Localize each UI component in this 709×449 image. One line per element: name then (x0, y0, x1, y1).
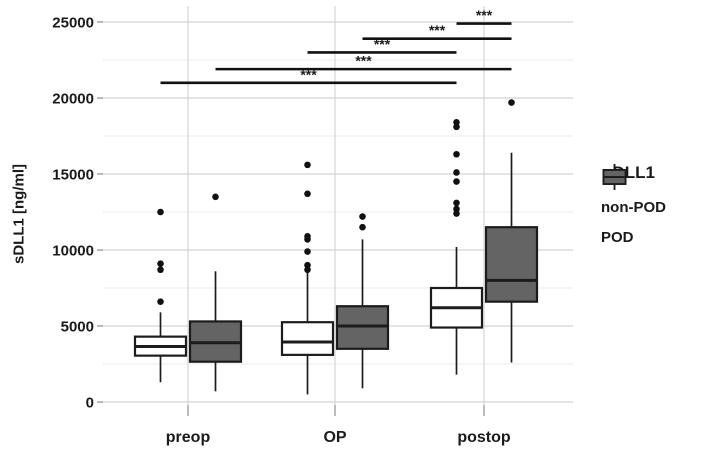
outlier-dot (453, 119, 460, 126)
boxplot-postop-POD (484, 99, 539, 363)
outlier-dot (453, 210, 460, 217)
outlier-dot (453, 123, 460, 131)
outlier-dot (508, 99, 515, 106)
outlier-dot (453, 205, 460, 213)
significance-label: *** (476, 7, 493, 23)
x-tick-label: postop (457, 429, 511, 446)
legend-label-non-pod: non-POD (601, 198, 666, 216)
significance-label: *** (429, 22, 446, 38)
outlier-dot (304, 233, 311, 240)
outlier-dot (157, 266, 164, 274)
outlier-dot (453, 178, 460, 185)
legend-item-non-pod: non-POD (601, 164, 709, 222)
boxplot-preop-non-POD (133, 208, 188, 383)
outlier-dot (304, 261, 311, 269)
significance-label: *** (355, 53, 372, 69)
x-tick-label: preop (166, 429, 211, 446)
y-tick-label: 25000 (52, 14, 94, 31)
outlier-dot (157, 298, 164, 305)
significance-preop-non-POD-vs-postop-non-POD: *** (160, 66, 457, 85)
outlier-dot (304, 266, 311, 274)
significance-label: *** (374, 36, 391, 52)
legend: sDLL1 non-POD POD (601, 163, 709, 252)
y-tick-label: 20000 (52, 90, 94, 107)
significance-preop-POD-vs-postop-POD: *** (215, 53, 512, 71)
outlier-dot (359, 223, 366, 231)
y-tick-label: 0 (86, 394, 94, 411)
significance-OP-non-POD-vs-postop-non-POD: *** (307, 36, 457, 54)
y-tick-label: 5000 (61, 318, 94, 335)
outlier-dot (304, 190, 311, 198)
boxplot-postop-non-POD (429, 119, 484, 375)
outlier-dot (359, 213, 366, 220)
significance-label: *** (300, 66, 317, 82)
y-tick-label: 10000 (52, 242, 94, 259)
boxplot-OP-POD (335, 213, 390, 389)
outlier-dot (212, 193, 219, 201)
boxplot-key-icon (602, 164, 627, 190)
outlier-dot (453, 169, 460, 176)
significance-OP-POD-vs-postop-POD: *** (362, 22, 512, 41)
outlier-dot (304, 248, 311, 255)
box-iqr (280, 321, 335, 356)
y-axis-title: sDLL1 [ng/ml] (10, 164, 28, 264)
outlier-dot (453, 150, 460, 158)
outlier-dot (157, 260, 164, 267)
outlier-dot (157, 208, 164, 216)
y-tick-label: 15000 (52, 166, 94, 183)
outlier-dot (304, 161, 311, 169)
box-iqr (335, 305, 390, 350)
boxplot-preop-POD (188, 193, 243, 392)
legend-label-pod: POD (601, 228, 634, 246)
significance-postop-non-POD-vs-postop-POD: *** (456, 7, 512, 25)
box-iqr (484, 226, 539, 303)
x-tick-label: OP (323, 429, 346, 446)
boxplot-OP-non-POD (280, 161, 335, 395)
legend-item-pod: POD (601, 164, 709, 252)
outlier-dot (453, 199, 460, 207)
